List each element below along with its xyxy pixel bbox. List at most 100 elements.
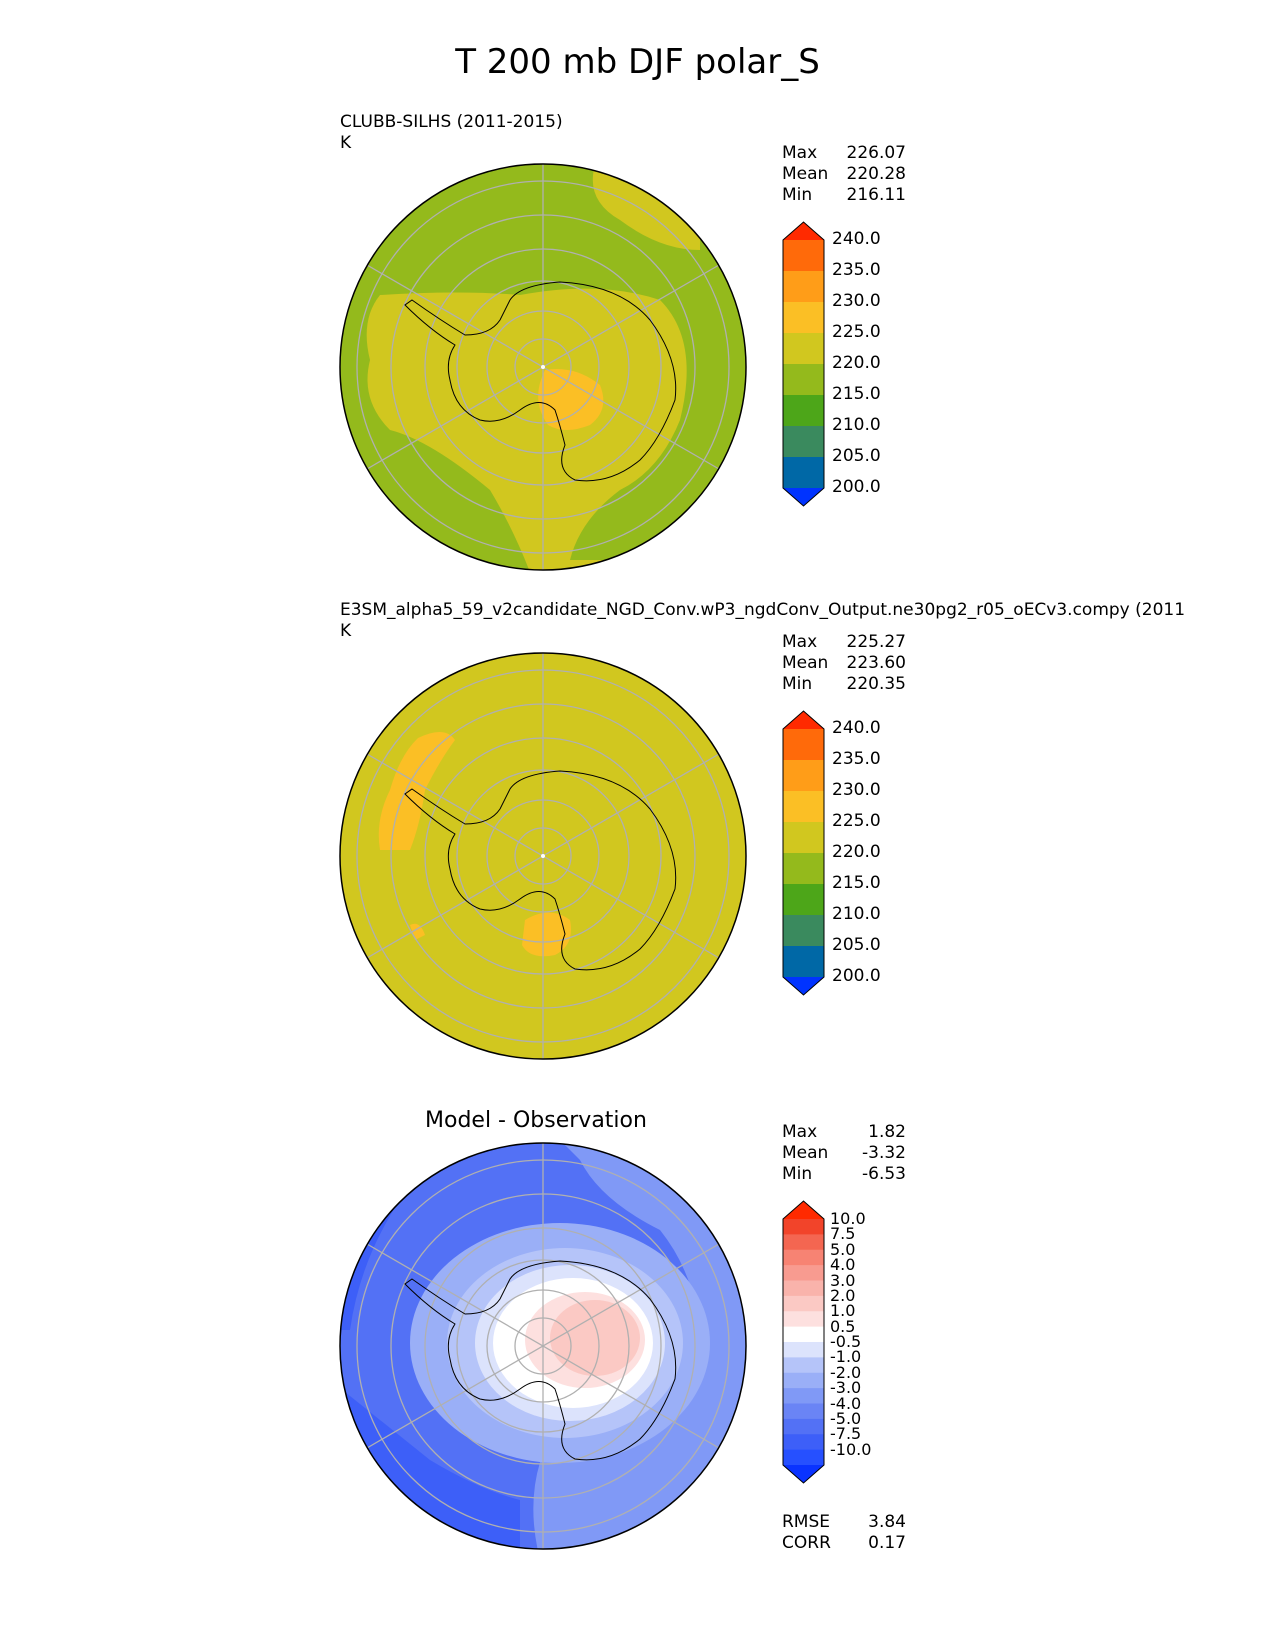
panel-1-units: K (340, 133, 352, 153)
map3-diff-inner-6 (550, 1300, 640, 1376)
colorbar-tick-label: -5.0 (830, 1408, 862, 1428)
colorbar-segment (783, 271, 824, 303)
metric-rmse: RMSE 3.84 (782, 1512, 906, 1532)
figure-title: T 200 mb DJF polar_S (455, 42, 820, 82)
colorbar-tick-label: 205.0 (832, 935, 881, 955)
colorbar-tick-label: 205.0 (832, 446, 881, 466)
colorbar-tick-label: 230.0 (832, 291, 881, 311)
colorbar-segment (783, 760, 824, 792)
stats-panel-2: Max 225.27 Mean 223.60 Min 220.35 (782, 632, 906, 695)
colorbar-tick-label: 235.0 (832, 749, 881, 769)
colorbar-tick-label: 235.0 (832, 260, 881, 280)
colorbar-segment (783, 946, 824, 978)
colorbar-panel-3 (782, 1200, 825, 1484)
map1-boundary (339, 163, 747, 571)
map2-coastline (404, 770, 677, 971)
colorbar-tick-label: -1.0 (830, 1347, 862, 1367)
colorbar-outline (782, 221, 825, 507)
colorbar-segment (783, 1403, 824, 1420)
colorbar-tick-label: 3.0 (830, 1270, 856, 1290)
colorbar-segment (783, 1418, 824, 1435)
colorbar-extend-top (783, 711, 824, 729)
map1-warm-patch-top (592, 165, 700, 250)
colorbar-tick-label: 215.0 (832, 873, 881, 893)
colorbar-tick-label: 4.0 (830, 1255, 856, 1275)
map3-coastline (404, 1260, 677, 1461)
colorbar-tick-label: 1.0 (830, 1301, 856, 1321)
colorbar-segment (783, 426, 824, 458)
colorbar-tick-label: 200.0 (832, 966, 881, 986)
colorbar-segment (783, 457, 824, 489)
colorbar-segment (783, 915, 824, 947)
map-panel-3 (339, 1142, 747, 1550)
colorbar-segment (783, 884, 824, 916)
stat-min: Min -6.53 (782, 1164, 906, 1184)
map1-pole (541, 365, 545, 369)
colorbar-segment (783, 1280, 824, 1297)
colorbar-segment (783, 1295, 824, 1312)
panel-2-title: E3SM_alpha5_59_v2candidate_NGD_Conv.wP3_… (340, 600, 1186, 620)
colorbar-tick-label: 220.0 (832, 353, 881, 373)
colorbar-tick-label: 225.0 (832, 322, 881, 342)
colorbar-tick-label: 210.0 (832, 415, 881, 435)
colorbar-segment (783, 1265, 824, 1281)
colorbar-tick-label: -4.0 (830, 1393, 862, 1413)
map2-warm-patch-west (378, 731, 455, 850)
colorbar-tick-label: 220.0 (832, 842, 881, 862)
colorbar-segment (783, 333, 824, 365)
colorbar-extend-bottom (783, 488, 824, 506)
colorbar-segment (783, 1249, 824, 1266)
colorbar-segment (783, 1388, 824, 1404)
colorbar-outline (782, 1200, 825, 1484)
colorbar-tick-label: 225.0 (832, 811, 881, 831)
colorbar-tick-label: 10.0 (830, 1209, 866, 1228)
stats-panel-3: Max 1.82 Mean -3.32 Min -6.53 (782, 1122, 906, 1185)
colorbar-extend-top (783, 222, 824, 240)
colorbar-segment (783, 1434, 824, 1451)
colorbar-segment (783, 1357, 824, 1374)
colorbar-segment (783, 240, 824, 272)
colorbar-tick-label: -0.5 (830, 1332, 862, 1351)
colorbar-segment (783, 1372, 824, 1389)
map3-gridlines (356, 1143, 730, 1549)
colorbar-panel-1 (782, 221, 825, 507)
metric-corr: CORR 0.17 (782, 1533, 906, 1553)
colorbar-extend-bottom (783, 977, 824, 995)
colorbar-segment (783, 395, 824, 427)
map1-warm-core (538, 369, 604, 430)
colorbar-segment (783, 1449, 824, 1466)
map1-coastline (404, 281, 677, 482)
colorbar-tick-label: -2.0 (830, 1362, 862, 1382)
colorbar-segment (783, 1311, 824, 1328)
stat-mean: Mean -3.32 (782, 1143, 906, 1163)
colorbar-tick-label: 215.0 (832, 384, 881, 404)
stats-panel-1: Max 226.07 Mean 220.28 Min 216.11 (782, 143, 906, 206)
map-panel-1 (339, 163, 747, 571)
colorbar-tick-label: 7.5 (830, 1224, 856, 1244)
colorbar-tick-label: 5.0 (830, 1239, 856, 1259)
colorbar-tick-label: 0.5 (830, 1316, 856, 1336)
stat-min: Min 220.35 (782, 674, 906, 694)
colorbar-outline (782, 710, 825, 996)
panel-1-title: CLUBB-SILHS (2011-2015) (340, 112, 563, 132)
colorbar-segment (783, 364, 824, 396)
colorbar-segment (783, 1342, 824, 1358)
colorbar-segment (783, 791, 824, 823)
colorbar-extend-bottom (783, 1465, 824, 1483)
colorbar-segment (783, 1326, 824, 1343)
colorbar-segment (783, 822, 824, 854)
colorbar-segment (783, 302, 824, 334)
metrics-panel-3: RMSE 3.84 CORR 0.17 (782, 1512, 906, 1554)
colorbar-extend-top (783, 1201, 824, 1219)
map3-boundary (339, 1142, 747, 1550)
colorbar-tick-label: 200.0 (832, 477, 881, 497)
map-panel-2 (339, 652, 747, 1060)
colorbar-segment (783, 729, 824, 761)
stat-mean: Mean 220.28 (782, 164, 906, 184)
colorbar-segment (783, 1219, 824, 1235)
colorbar-segment (783, 1234, 824, 1251)
stat-max: Max 1.82 (782, 1122, 906, 1142)
colorbar-panel-2 (782, 710, 825, 996)
colorbar-tick-label: 210.0 (832, 904, 881, 924)
